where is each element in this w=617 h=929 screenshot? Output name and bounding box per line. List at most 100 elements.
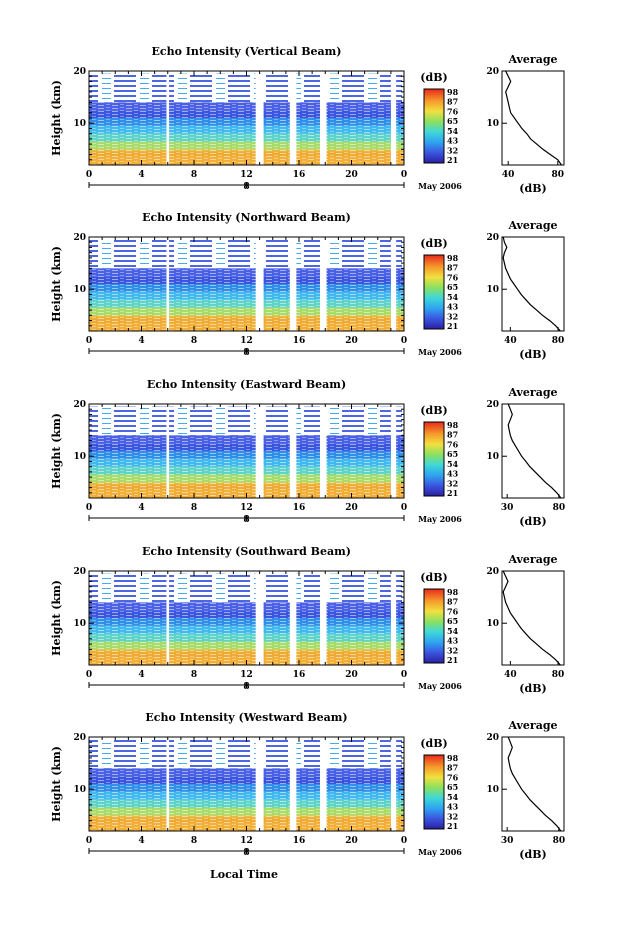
- colorbar-tick-label: 65: [447, 282, 458, 292]
- y-tick-label: 10: [73, 285, 86, 295]
- profile-y-tick-label: 20: [486, 67, 499, 77]
- x-tick-label: 16: [293, 836, 306, 846]
- x-tick-label: 12: [240, 836, 253, 846]
- y-tick-label: 10: [73, 619, 86, 629]
- data-gap: [166, 237, 170, 331]
- x-tick-label: 20: [345, 170, 358, 180]
- colorbar-unit: (dB): [420, 737, 447, 750]
- y-axis-label: Height (km): [50, 580, 63, 656]
- data-gap: [289, 737, 297, 831]
- data-gap: [320, 571, 327, 665]
- y-tick-label: 20: [73, 233, 86, 243]
- panel-title: Echo Intensity (Vertical Beam): [151, 45, 341, 58]
- data-gap: [255, 737, 264, 831]
- colorbar-tick-label: 54: [447, 126, 459, 136]
- x-tick-label: 20: [345, 336, 358, 346]
- colorbar: [423, 88, 445, 164]
- panel-title: Echo Intensity (Westward Beam): [145, 711, 347, 724]
- profile-y-tick-label: 20: [486, 733, 499, 743]
- date-label: May 2006: [418, 681, 462, 691]
- colorbar-tick-label: 76: [447, 439, 459, 449]
- date-label: May 2006: [418, 847, 462, 857]
- colorbar-tick-label: 32: [447, 145, 458, 155]
- colorbar-tick-label: 98: [447, 587, 459, 597]
- data-gap: [390, 71, 397, 165]
- colorbar-tick-label: 87: [447, 763, 458, 773]
- heatmap: [89, 237, 404, 331]
- colorbar-tick-label: 54: [447, 459, 459, 469]
- x-tick-label: 4: [138, 836, 144, 846]
- data-gap: [320, 404, 327, 498]
- heatmap-upper-echo: [89, 406, 404, 436]
- data-gap: [390, 737, 397, 831]
- profile-line: [502, 236, 561, 332]
- colorbar-tick-label: 21: [447, 655, 458, 665]
- colorbar-tick-label: 32: [447, 311, 458, 321]
- data-gap: [289, 404, 297, 498]
- profile-y-tick-label: 20: [486, 567, 499, 577]
- profile-y-tick-label: 10: [486, 785, 499, 795]
- heatmap: [89, 571, 404, 665]
- colorbar-tick-label: 76: [447, 106, 459, 116]
- panel-title: Echo Intensity (Southward Beam): [142, 545, 351, 558]
- profile-title: Average: [507, 386, 557, 399]
- colorbar-unit: (dB): [420, 404, 447, 417]
- colorbar-tick-label: 65: [447, 449, 458, 459]
- profile-frame: [501, 70, 565, 166]
- x-tick-label: 0: [401, 670, 407, 680]
- heatmap-upper-echo: [89, 239, 404, 269]
- profile-x-tick-label: 40: [502, 170, 515, 180]
- colorbar-tick-label: 21: [447, 488, 458, 498]
- profile-x-tick-label: 80: [553, 836, 566, 846]
- colorbar-unit: (dB): [420, 71, 447, 84]
- profile-y-tick-label: 10: [486, 619, 499, 629]
- colorbar-tick-label: 32: [447, 478, 458, 488]
- panel-title: Echo Intensity (Eastward Beam): [147, 378, 346, 391]
- x-tick-label: 8: [191, 170, 197, 180]
- colorbar: [423, 754, 445, 830]
- panel-3: Echo Intensity (Southward Beam) 0 4 8 12 16 20…: [50, 545, 565, 695]
- colorbar-tick-label: 87: [447, 97, 458, 107]
- x-tick-label: 0: [86, 670, 92, 680]
- data-gap: [390, 571, 397, 665]
- colorbar-tick-label: 43: [447, 802, 459, 812]
- colorbar-tick-label: 65: [447, 116, 458, 126]
- x-tick-label: 8: [191, 336, 197, 346]
- y-tick-label: 10: [73, 119, 86, 129]
- profile-y-tick-label: 20: [486, 233, 499, 243]
- profile-line: [505, 70, 562, 166]
- profile-frame: [501, 403, 565, 499]
- y-axis-label: Height (km): [50, 413, 63, 489]
- profile-x-tick-label: 40: [504, 336, 517, 346]
- day-label: 8: [243, 515, 249, 525]
- profile-x-label: (dB): [519, 515, 546, 528]
- colorbar-tick-label: 32: [447, 645, 458, 655]
- profile-x-tick-label: 80: [552, 670, 565, 680]
- heatmap-texture: [89, 602, 404, 665]
- x-tick-label: 4: [138, 503, 144, 513]
- data-gap: [166, 71, 170, 165]
- colorbar-tick-label: 43: [447, 136, 459, 146]
- heatmap-upper-echo: [89, 573, 404, 603]
- profile-y-tick-label: 20: [486, 400, 499, 410]
- x-tick-label: 0: [86, 836, 92, 846]
- x-tick-label: 20: [345, 670, 358, 680]
- data-gap: [390, 404, 397, 498]
- heatmap-texture: [89, 268, 404, 331]
- x-tick-label: 0: [86, 503, 92, 513]
- heatmap-texture: [89, 102, 404, 165]
- x-tick-label: 0: [86, 336, 92, 346]
- data-gap: [320, 737, 327, 831]
- colorbar-tick-label: 43: [447, 636, 459, 646]
- data-gap: [289, 571, 297, 665]
- colorbar-tick-label: 98: [447, 87, 459, 97]
- profile-x-tick-label: 30: [501, 836, 514, 846]
- profile-line: [502, 570, 561, 666]
- colorbar-unit: (dB): [420, 237, 447, 250]
- colorbar-tick-label: 87: [447, 430, 458, 440]
- day-label: 8: [243, 682, 249, 692]
- colorbar-tick-label: 98: [447, 420, 459, 430]
- heatmap: [89, 737, 404, 831]
- x-tick-label: 20: [345, 503, 358, 513]
